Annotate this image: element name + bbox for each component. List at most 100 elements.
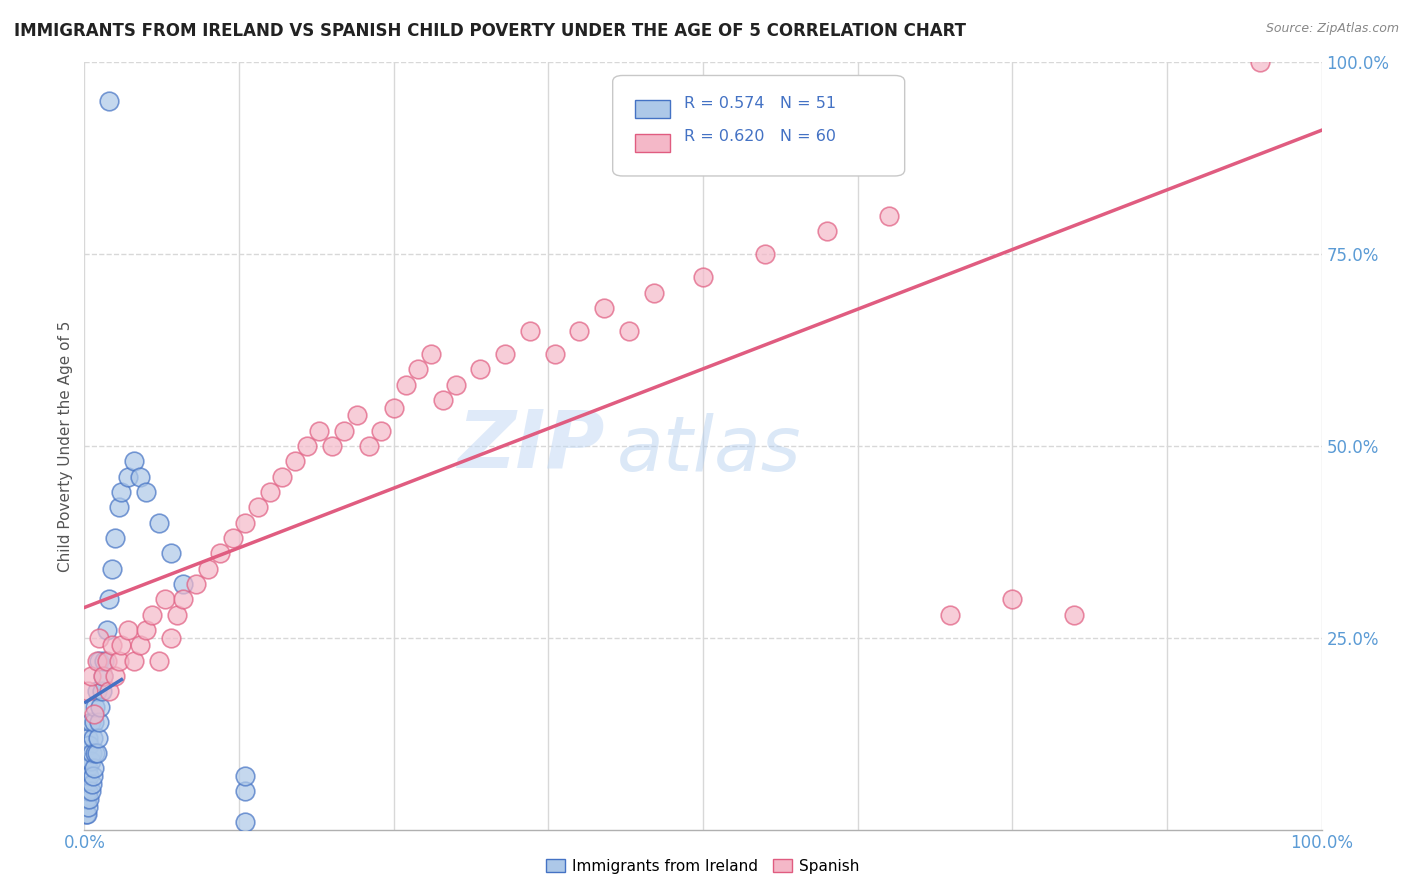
Point [77, 799, 100, 814]
Point [148, 654, 170, 668]
Point [75, 807, 97, 822]
Point [395, 377, 418, 392]
Point [89, 699, 111, 714]
Point [79, 792, 101, 806]
Point [110, 639, 132, 653]
Point [166, 607, 188, 622]
Point [84, 699, 107, 714]
Point [233, 769, 256, 783]
Point [308, 424, 330, 438]
Point [408, 362, 430, 376]
Point [470, 362, 492, 376]
Point [117, 469, 139, 483]
Point [643, 285, 665, 300]
Point [76, 761, 98, 775]
Point [184, 577, 207, 591]
Point [135, 623, 157, 637]
Point [75, 776, 97, 790]
Point [82, 731, 104, 745]
Point [122, 454, 145, 468]
Point [815, 224, 838, 238]
Text: ZIP: ZIP [457, 407, 605, 485]
Point [568, 324, 591, 338]
Point [259, 485, 281, 500]
Point [271, 469, 294, 483]
Point [83, 715, 105, 730]
Point [86, 654, 108, 668]
Point [79, 769, 101, 783]
Point [104, 669, 127, 683]
Point [117, 623, 139, 637]
Point [82, 769, 104, 783]
Point [284, 454, 307, 468]
Point [79, 715, 101, 730]
Point [357, 439, 380, 453]
Point [79, 669, 101, 683]
Point [233, 784, 256, 798]
Text: R = 0.620   N = 60: R = 0.620 N = 60 [685, 129, 837, 145]
FancyBboxPatch shape [613, 76, 904, 176]
Point [519, 324, 541, 338]
Point [877, 209, 900, 223]
Point [160, 546, 183, 560]
Point [96, 654, 118, 668]
Point [87, 731, 110, 745]
Point [91, 669, 114, 683]
Point [333, 424, 356, 438]
Point [100, 639, 122, 653]
Point [617, 324, 640, 338]
Point [444, 377, 467, 392]
Point [172, 592, 194, 607]
Point [93, 654, 115, 668]
Point [321, 439, 343, 453]
Point [197, 562, 219, 576]
FancyBboxPatch shape [636, 100, 669, 119]
Point [98, 94, 121, 108]
Point [382, 401, 405, 415]
Point [77, 731, 100, 745]
Point [98, 684, 121, 698]
Point [1249, 55, 1271, 70]
Text: atlas: atlas [616, 413, 801, 487]
Text: Source: ZipAtlas.com: Source: ZipAtlas.com [1265, 22, 1399, 36]
Point [160, 631, 183, 645]
Point [80, 746, 103, 760]
Point [86, 746, 108, 760]
Point [77, 684, 100, 698]
Point [209, 546, 232, 560]
Point [295, 439, 318, 453]
Point [692, 270, 714, 285]
Point [754, 247, 776, 261]
Point [89, 654, 111, 668]
Point [432, 392, 454, 407]
Point [100, 562, 122, 576]
Point [75, 792, 97, 806]
Point [90, 684, 112, 698]
Point [593, 301, 616, 315]
Point [108, 654, 131, 668]
Point [122, 654, 145, 668]
Point [98, 592, 121, 607]
Point [246, 500, 269, 515]
Point [77, 761, 100, 775]
Text: R = 0.574   N = 51: R = 0.574 N = 51 [685, 95, 837, 111]
Point [80, 776, 103, 790]
Point [543, 347, 565, 361]
Point [84, 746, 107, 760]
Point [89, 715, 111, 730]
Point [141, 607, 163, 622]
Point [110, 485, 132, 500]
Point [96, 623, 118, 637]
Point [104, 531, 127, 545]
Point [79, 754, 101, 768]
Legend: Immigrants from Ireland, Spanish: Immigrants from Ireland, Spanish [540, 853, 866, 880]
Text: IMMIGRANTS FROM IRELAND VS SPANISH CHILD POVERTY UNDER THE AGE OF 5 CORRELATION : IMMIGRANTS FROM IRELAND VS SPANISH CHILD… [14, 22, 966, 40]
Point [1001, 592, 1024, 607]
Point [76, 807, 98, 822]
Point [108, 500, 131, 515]
Point [233, 516, 256, 530]
Point [129, 469, 152, 483]
Point [233, 814, 256, 829]
Point [419, 347, 441, 361]
Point [939, 607, 962, 622]
